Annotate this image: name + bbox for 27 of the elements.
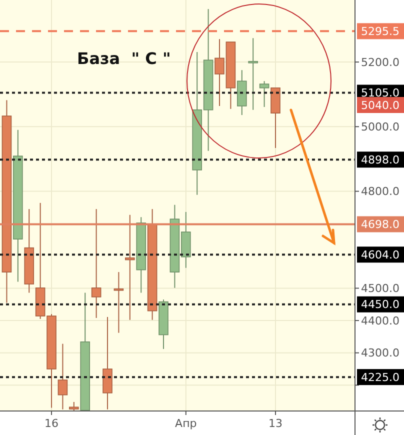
x-tick-label: 13 xyxy=(268,417,282,430)
ref-line-label: 5295.5 xyxy=(361,25,400,38)
ref-line-label: 5105.0 xyxy=(361,86,400,100)
y-tick-label: 5200.0 xyxy=(361,56,400,69)
candlestick xyxy=(136,216,146,294)
y-tick-label: 5000.0 xyxy=(361,120,400,134)
candlestick xyxy=(58,343,68,410)
y-tick-label: 4400.0 xyxy=(361,314,400,328)
candlestick xyxy=(158,299,168,350)
candlestick xyxy=(114,272,124,334)
candlestick xyxy=(248,38,258,110)
ref-line-label: 4450.0 xyxy=(361,298,400,312)
y-tick-label: 4300.0 xyxy=(361,346,400,360)
candlestick xyxy=(259,80,270,108)
y-tick-label: 4800.0 xyxy=(361,185,400,198)
candlestick xyxy=(102,316,112,410)
x-tick-label: Апр xyxy=(175,417,197,430)
x-tick-label: 16 xyxy=(44,417,59,430)
ref-line-label: 4898.0 xyxy=(361,153,400,166)
ref-line-label: 4698.0 xyxy=(361,218,400,232)
text: 5040.0 xyxy=(361,98,400,112)
annotation: База " C " xyxy=(77,49,171,68)
candlestick xyxy=(13,129,23,282)
candlestick xyxy=(236,70,247,116)
y-tick-label: 4500.0 xyxy=(361,282,400,296)
ref-line-label: 4225.0 xyxy=(361,370,400,384)
ref-line-label: 4604.0 xyxy=(361,248,400,262)
